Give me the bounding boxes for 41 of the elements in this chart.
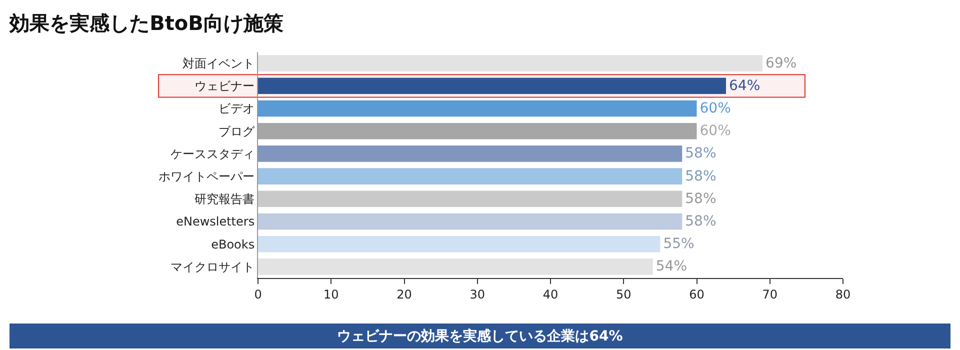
chart-title: 効果を実感したBtoB向け施策 [8,10,284,35]
data-label: 60% [700,100,731,116]
data-label: 64% [729,78,760,94]
bar [258,78,726,94]
y-tick-label: eNewsletters [176,214,255,229]
bar [258,236,660,252]
x-tick-label: 10 [323,287,339,302]
y-tick-label: 対面イベント [182,56,255,70]
data-label: 58% [685,168,716,184]
data-label: 58% [685,190,716,207]
bar [258,55,763,72]
data-label: 58% [685,146,716,162]
bar [258,146,682,162]
y-tick-label: ビデオ [218,102,255,116]
bar [258,122,697,140]
bar [258,168,682,184]
x-tick-label: 70 [762,287,778,302]
y-tick-label: ホワイトペーパー [158,170,255,184]
data-label: 54% [656,258,688,275]
bar [258,213,682,230]
x-tick-label: 30 [470,287,486,302]
text: ウェビナーの効果を実感している企業は64% [337,328,623,344]
y-tick-label: 研究報告書 [194,192,255,206]
bar [258,190,682,208]
data-label: 55% [663,236,694,252]
y-tick-label: マイクロサイト [170,260,255,274]
x-tick-label: 60 [689,287,704,302]
y-tick-label: ブログ [218,124,256,138]
x-tick-label: 50 [616,287,632,302]
y-tick-label: eBooks [211,237,255,252]
data-label: 58% [685,214,716,230]
x-tick-label: 20 [396,287,412,302]
x-tick-label: 40 [542,287,558,302]
x-tick-label: 0 [254,287,262,302]
data-label: 69% [766,55,797,72]
y-tick-label: ウェビナー [194,79,255,94]
data-label: 60% [700,123,731,140]
y-tick-label: ケーススタディ [170,146,255,161]
x-tick-label: 80 [835,287,851,302]
bar [258,100,697,117]
bar [258,258,653,275]
